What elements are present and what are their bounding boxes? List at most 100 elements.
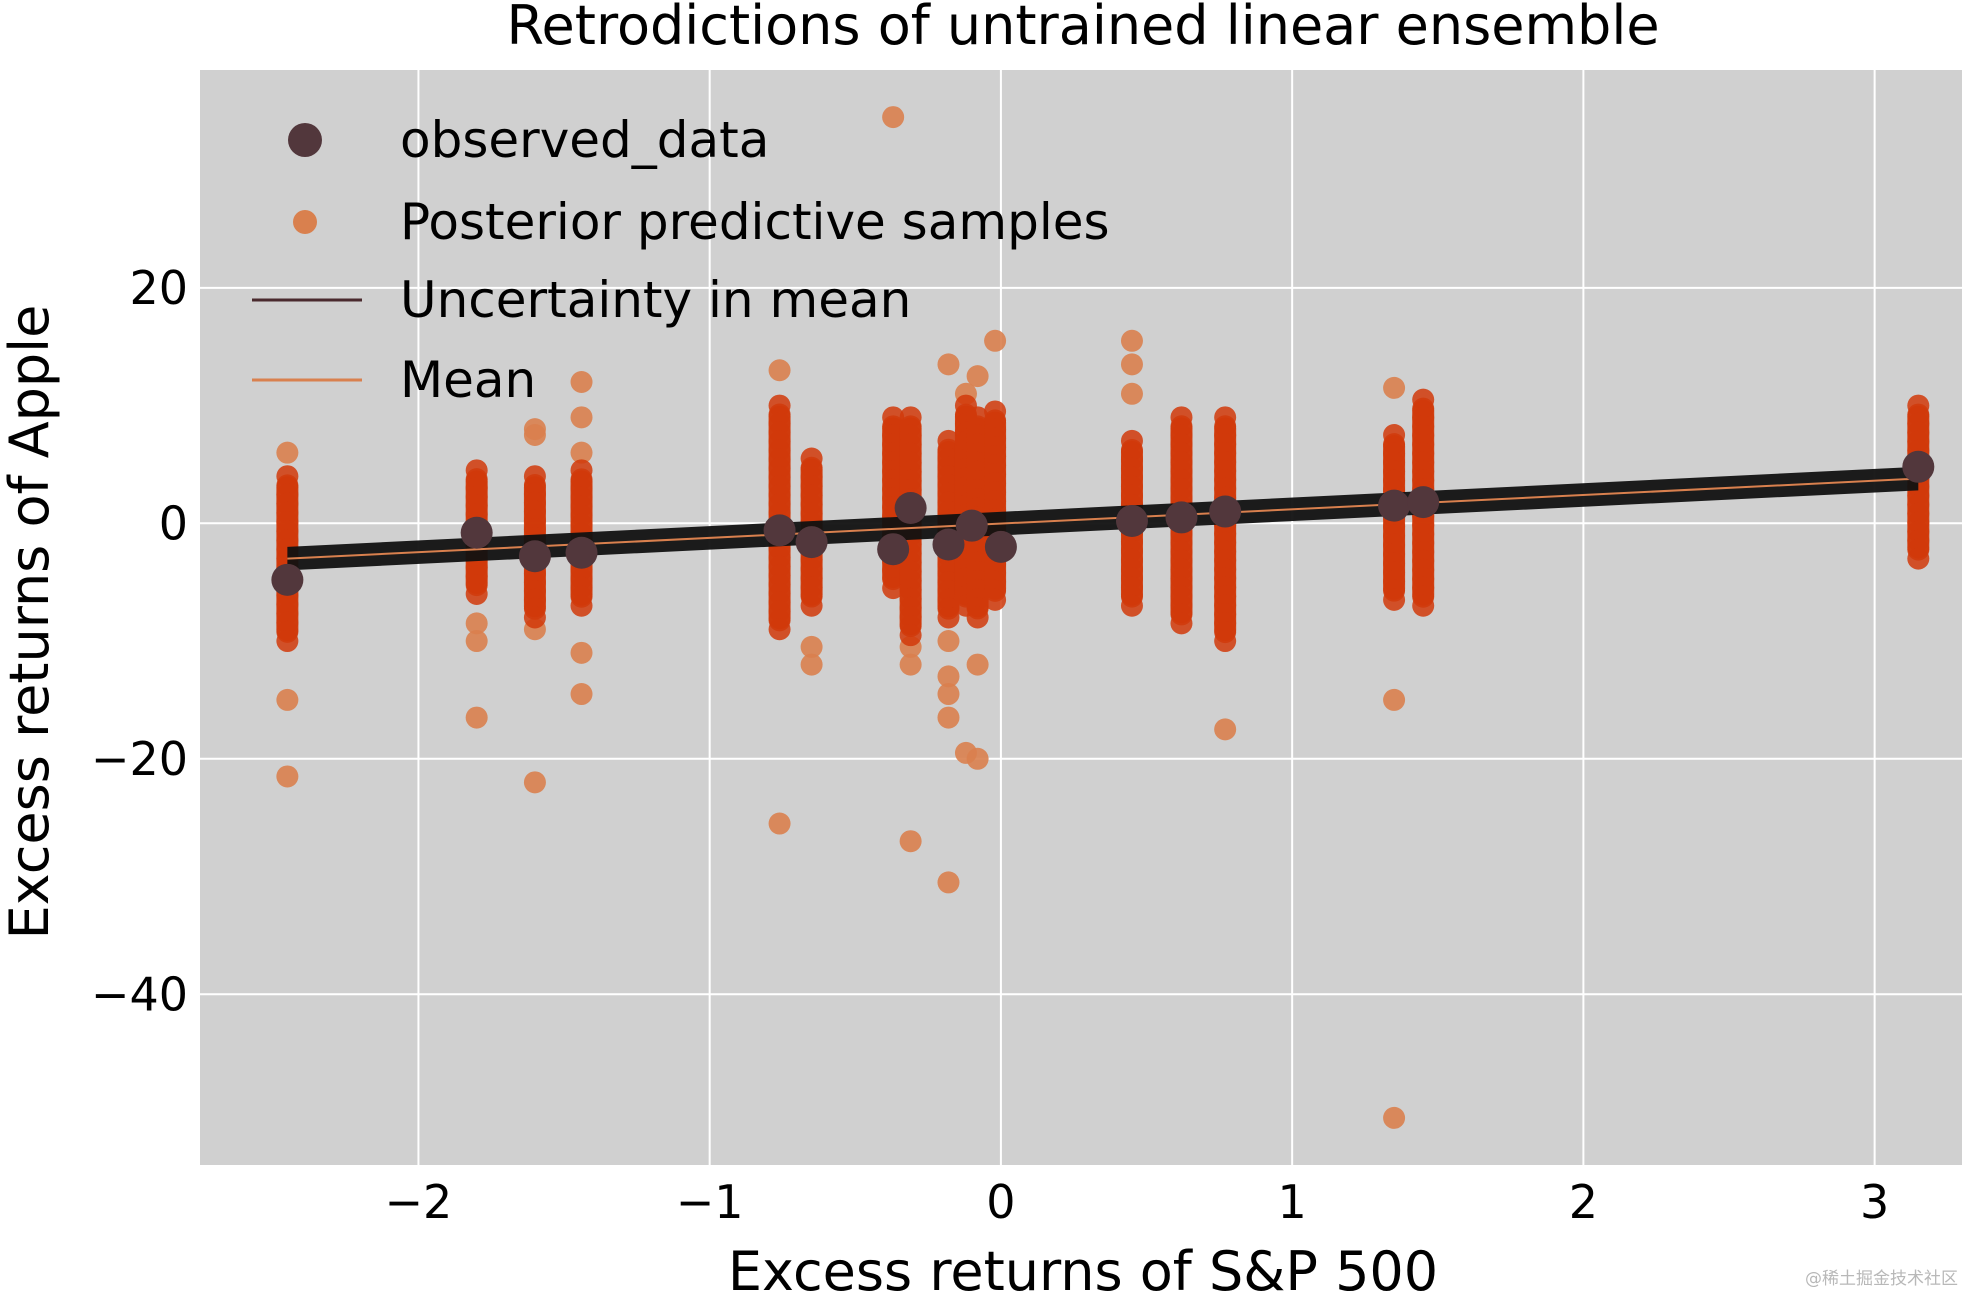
legend-label: Mean xyxy=(400,351,536,409)
posterior-sample-point xyxy=(937,665,960,688)
x-tick-label: 2 xyxy=(1569,1175,1598,1229)
posterior-sample-point xyxy=(966,747,989,770)
x-axis-label: Excess returns of S&P 500 xyxy=(728,1240,1438,1295)
posterior-sample-point xyxy=(1120,353,1143,376)
legend-label: Posterior predictive samples xyxy=(400,193,1110,251)
posterior-sample-point xyxy=(1214,718,1237,741)
x-tick-label: 3 xyxy=(1860,1175,1889,1229)
x-tick-label: 1 xyxy=(1278,1175,1307,1229)
posterior-sample-point xyxy=(1214,630,1237,653)
posterior-sample-point xyxy=(984,329,1007,352)
posterior-sample-point xyxy=(1383,688,1406,711)
posterior-sample-point xyxy=(570,371,593,394)
posterior-sample-point xyxy=(768,359,791,382)
posterior-sample-point xyxy=(465,582,488,605)
y-ticks: −40 −20 0 20 xyxy=(91,261,188,1021)
x-tick-label: 0 xyxy=(986,1175,1015,1229)
chart-title: Retrodictions of untrained linear ensemb… xyxy=(506,0,1659,57)
y-tick-label: 0 xyxy=(159,496,188,550)
legend-observed-marker xyxy=(288,123,322,157)
posterior-sample-point xyxy=(1120,594,1143,617)
posterior-sample-point xyxy=(937,353,960,376)
legend-label: Uncertainty in mean xyxy=(400,271,911,329)
observed-data-point xyxy=(460,516,493,549)
posterior-sample-point xyxy=(570,641,593,664)
posterior-sample-point xyxy=(1383,376,1406,399)
observed-data-point xyxy=(565,536,598,569)
observed-data-point xyxy=(984,530,1017,563)
observed-data-point xyxy=(955,509,988,542)
x-ticks: −2 −1 0 1 2 3 xyxy=(385,1175,1890,1229)
posterior-sample-point xyxy=(523,771,546,794)
observed-data-point xyxy=(877,533,910,566)
posterior-sample-point xyxy=(276,441,299,464)
posterior-sample-point xyxy=(523,424,546,446)
posterior-sample-point xyxy=(1120,329,1143,352)
plot-background xyxy=(200,70,1962,1165)
observed-data-point xyxy=(1378,489,1411,522)
observed-data-point xyxy=(1407,486,1440,519)
observed-data-point xyxy=(518,540,551,573)
observed-data-point xyxy=(271,563,304,596)
observed-data-point xyxy=(1165,501,1198,534)
grid xyxy=(200,70,1962,1165)
legend-label: observed_data xyxy=(400,111,769,169)
posterior-sample-point xyxy=(768,812,791,835)
posterior-sample-point xyxy=(937,871,960,894)
posterior-sample-point xyxy=(966,606,989,629)
legend-posterior-marker xyxy=(293,210,317,234)
uncertainty-band xyxy=(287,466,1919,571)
posterior-sample-point xyxy=(882,106,905,129)
posterior-sample-point xyxy=(276,688,299,711)
posterior-sample-point xyxy=(899,624,922,647)
observed-data-point xyxy=(1902,450,1935,483)
legend: observed_data Posterior predictive sample… xyxy=(252,111,1110,409)
x-tick-label: −1 xyxy=(676,1175,744,1229)
posterior-sample-point xyxy=(1120,382,1143,405)
posterior-sample-point xyxy=(800,635,823,658)
posterior-sample-point xyxy=(1383,1106,1406,1129)
posterior-sample-point xyxy=(899,830,922,853)
posterior-sample-point xyxy=(937,606,960,629)
posterior-sample-point xyxy=(523,606,546,629)
y-tick-label: 20 xyxy=(129,261,188,315)
posterior-sample-point xyxy=(276,630,299,653)
observed-data xyxy=(271,450,1935,596)
posterior-sample-point xyxy=(984,588,1007,611)
observed-data-point xyxy=(795,526,828,559)
observed-data-point xyxy=(1209,495,1242,528)
posterior-sample-point xyxy=(465,630,488,653)
watermark: @稀土掘金技术社区 xyxy=(1805,1269,1958,1289)
posterior-sample-point xyxy=(937,630,960,653)
mean-line xyxy=(287,477,1919,560)
posterior-sample-point xyxy=(1170,612,1193,635)
posterior-sample-point xyxy=(800,594,823,617)
posterior-sample-point xyxy=(966,365,989,388)
posterior-sample-point xyxy=(882,577,905,600)
posterior-sample-point xyxy=(570,441,593,464)
y-tick-label: −40 xyxy=(91,967,188,1021)
observed-data-point xyxy=(763,514,796,547)
posterior-sample-point xyxy=(465,612,488,635)
posterior-sample-point xyxy=(937,683,960,706)
posterior-sample-point xyxy=(937,706,960,729)
posterior-sample-point xyxy=(800,653,823,676)
posterior-sample-point xyxy=(276,765,299,788)
y-tick-label: −20 xyxy=(91,732,188,786)
posterior-sample-point xyxy=(1412,594,1435,617)
posterior-sample-point xyxy=(1383,588,1406,611)
observed-data-point xyxy=(894,492,927,524)
posterior-sample-point xyxy=(570,406,593,429)
posterior-sample-point xyxy=(768,618,791,641)
posterior-sample-point xyxy=(1907,547,1930,570)
x-tick-label: −2 xyxy=(385,1175,453,1229)
posterior-sample-point xyxy=(465,706,488,729)
observed-data-point xyxy=(932,528,965,561)
posterior-sample-point xyxy=(570,594,593,617)
observed-data-point xyxy=(1115,504,1148,537)
posterior-sample-point xyxy=(899,653,922,676)
posterior-sample-point xyxy=(570,683,593,706)
y-axis-label: Excess returns of Apple xyxy=(0,305,61,940)
posterior-sample-point xyxy=(966,653,989,676)
